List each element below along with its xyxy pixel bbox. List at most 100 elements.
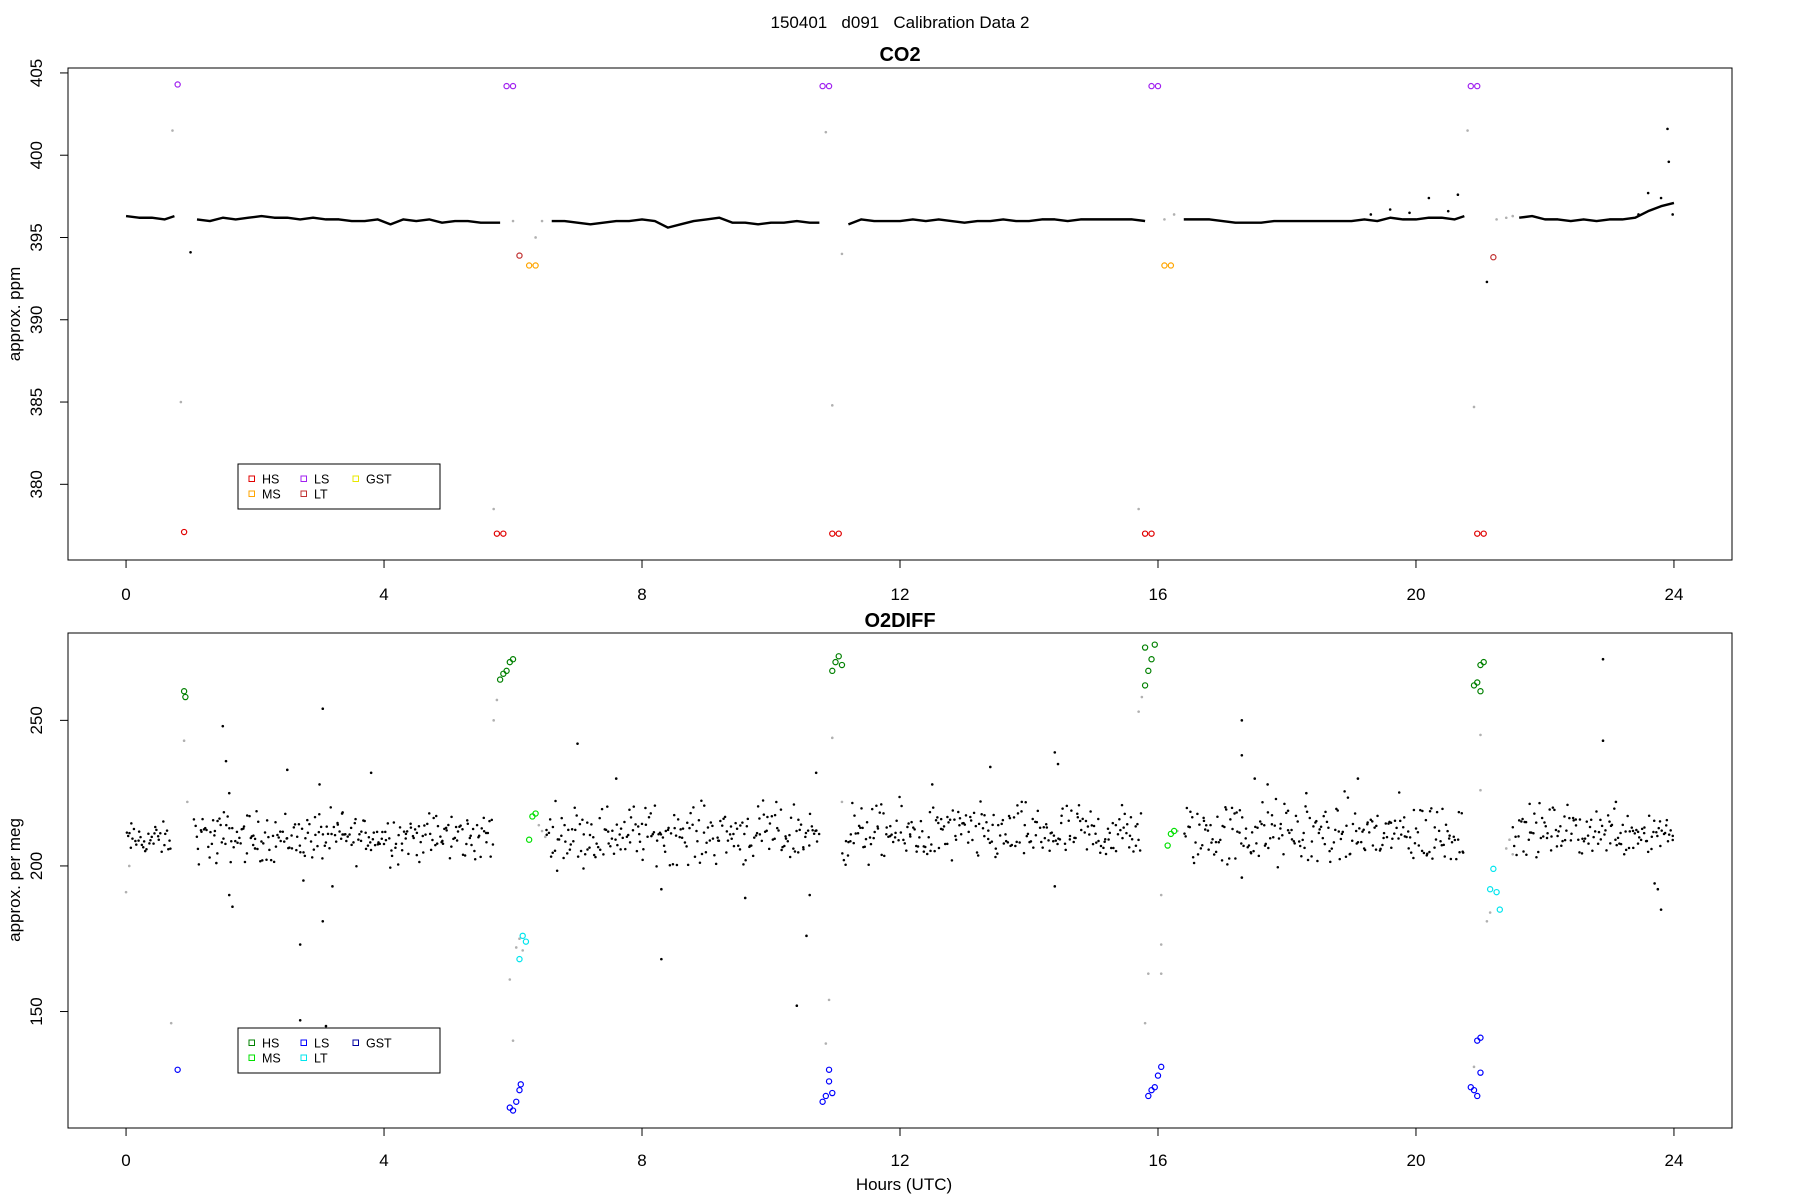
- o2diff-ambient-point: [1290, 838, 1294, 841]
- o2diff-ambient-point: [1277, 837, 1281, 840]
- o2diff-ambient-point: [413, 828, 417, 831]
- o2diff-ambient-point: [1328, 849, 1331, 853]
- o2diff-ambient-point: [753, 836, 756, 839]
- o2diff-ambient-point: [1521, 817, 1524, 821]
- o2diff-ambient-point: [545, 828, 548, 832]
- o2diff-ambient-point: [547, 831, 551, 835]
- o2diff-cal-point-lt: [1493, 888, 1500, 896]
- o2diff-ambient-point: [339, 837, 343, 841]
- o2diff-ambient-point: [378, 842, 381, 846]
- o2diff-ambient-point: [253, 847, 257, 850]
- o2diff-ambient-point: [880, 853, 883, 857]
- figure-title: 150401 d091 Calibration Data 2: [771, 13, 1030, 32]
- o2diff-flushing-point: [514, 946, 518, 949]
- o2diff-ambient-point: [1065, 804, 1069, 808]
- o2diff-ambient-point: [208, 856, 211, 859]
- o2diff-ambient-point: [298, 1018, 302, 1022]
- o2diff-ambient-point: [344, 832, 347, 836]
- o2diff-flushing-point: [1472, 1065, 1476, 1069]
- o2diff-ambient-point: [1102, 846, 1105, 850]
- o2diff-ambient-point: [262, 842, 265, 845]
- o2diff-ambient-point: [553, 849, 557, 853]
- o2diff-ambient-point: [1196, 853, 1200, 856]
- o2diff-ambient-point: [1137, 838, 1140, 842]
- o2diff-ambient-point: [1125, 831, 1128, 835]
- o2diff-ambient-point: [773, 837, 776, 840]
- o2diff-ambient-point: [1545, 836, 1549, 840]
- o2diff-ambient-point: [1316, 859, 1319, 863]
- o2diff-ambient-point: [1306, 858, 1310, 862]
- o2diff-ambient-point: [802, 845, 805, 849]
- o2diff-ambient-point: [1399, 833, 1403, 836]
- o2diff-ambient-point: [312, 848, 316, 851]
- o2diff-ambient-point: [744, 858, 747, 862]
- o2diff-ambient-point: [898, 795, 901, 799]
- o2diff-ambient-point: [259, 860, 262, 863]
- o2diff-ambient-point: [905, 849, 908, 852]
- o2diff-ambient-point: [358, 832, 361, 836]
- o2diff-ambient-point: [788, 833, 791, 837]
- o2diff-ambient-point: [1339, 837, 1343, 841]
- o2diff-ambient-point: [618, 833, 621, 836]
- o2diff-ambient-point: [1646, 850, 1650, 854]
- o2diff-ambient-point: [1601, 657, 1605, 661]
- o2diff-ambient-point: [1035, 820, 1039, 824]
- o2diff-ambient-point: [859, 826, 862, 830]
- co2-ambient-trace: [196, 214, 501, 226]
- o2diff-ambient-point: [742, 863, 745, 866]
- o2diff-ambient-point: [788, 855, 792, 859]
- o2diff-ambient-point: [1581, 837, 1584, 841]
- o2diff-ambient-point: [194, 824, 197, 828]
- o2diff-ambient-point: [1551, 806, 1555, 809]
- o2diff-ambient-point: [1619, 831, 1622, 835]
- o2diff-ambient-point: [297, 822, 301, 826]
- o2diff-ambient-point: [1533, 812, 1536, 815]
- o2diff-ambient-point: [1560, 844, 1563, 848]
- o2diff-ambient-point: [1227, 857, 1231, 860]
- o2diff-ambient-point: [1428, 850, 1431, 854]
- co2-x-tick-label: 12: [891, 585, 910, 604]
- o2diff-ambient-point: [563, 823, 566, 827]
- o2diff-ambient-point: [1059, 821, 1063, 825]
- o2diff-ambient-point: [1041, 846, 1044, 849]
- o2diff-ambient-point: [1022, 851, 1026, 855]
- o2diff-ambient-point: [1267, 846, 1270, 850]
- o2diff-legend-swatch-ls: [300, 1039, 307, 1046]
- o2diff-ambient-point: [1599, 818, 1602, 822]
- o2diff-ambient-point: [1270, 814, 1274, 817]
- o2diff-ambient-point: [1334, 828, 1337, 832]
- o2diff-ambient-point: [155, 828, 158, 832]
- o2diff-ambient-point: [1596, 842, 1600, 845]
- o2diff-ambient-point: [477, 834, 481, 837]
- co2-legend-label-lt: LT: [314, 488, 328, 502]
- o2diff-ambient-point: [1540, 816, 1544, 820]
- o2diff-ambient-point: [1534, 821, 1538, 824]
- o2diff-ambient-point: [1077, 803, 1081, 807]
- o2diff-ambient-point: [441, 839, 444, 843]
- o2diff-ambient-point: [1647, 814, 1651, 818]
- o2diff-ambient-point: [1081, 817, 1084, 821]
- co2-legend-swatch-ls: [300, 475, 307, 482]
- o2diff-ambient-point: [1252, 849, 1255, 853]
- o2diff-ambient-point: [705, 841, 708, 845]
- o2diff-ambient-point: [567, 828, 570, 832]
- o2diff-ambient-point: [422, 851, 425, 854]
- o2diff-ambient-point: [1048, 849, 1051, 853]
- co2-x-tick-label: 0: [121, 585, 130, 604]
- o2diff-ambient-point: [1274, 797, 1278, 801]
- o2diff-ambient-point: [256, 820, 260, 823]
- o2diff-cal-point-ls: [1148, 1086, 1155, 1094]
- o2diff-ambient-point: [636, 825, 640, 828]
- o2diff-ambient-point: [1455, 857, 1458, 861]
- o2diff-ambient-point: [672, 813, 676, 817]
- o2diff-ambient-point: [1134, 825, 1137, 828]
- o2diff-ambient-point: [974, 824, 978, 828]
- o2diff-ambient-point: [1090, 824, 1094, 827]
- o2diff-ambient-point: [1054, 839, 1058, 842]
- o2diff-ambient-point: [1083, 831, 1086, 834]
- o2diff-flushing-point: [1137, 710, 1140, 713]
- o2diff-flushing-point: [127, 864, 131, 868]
- o2diff-ambient-point: [1650, 835, 1654, 839]
- o2diff-ambient-point: [604, 828, 608, 832]
- o2diff-ambient-point: [1379, 847, 1382, 851]
